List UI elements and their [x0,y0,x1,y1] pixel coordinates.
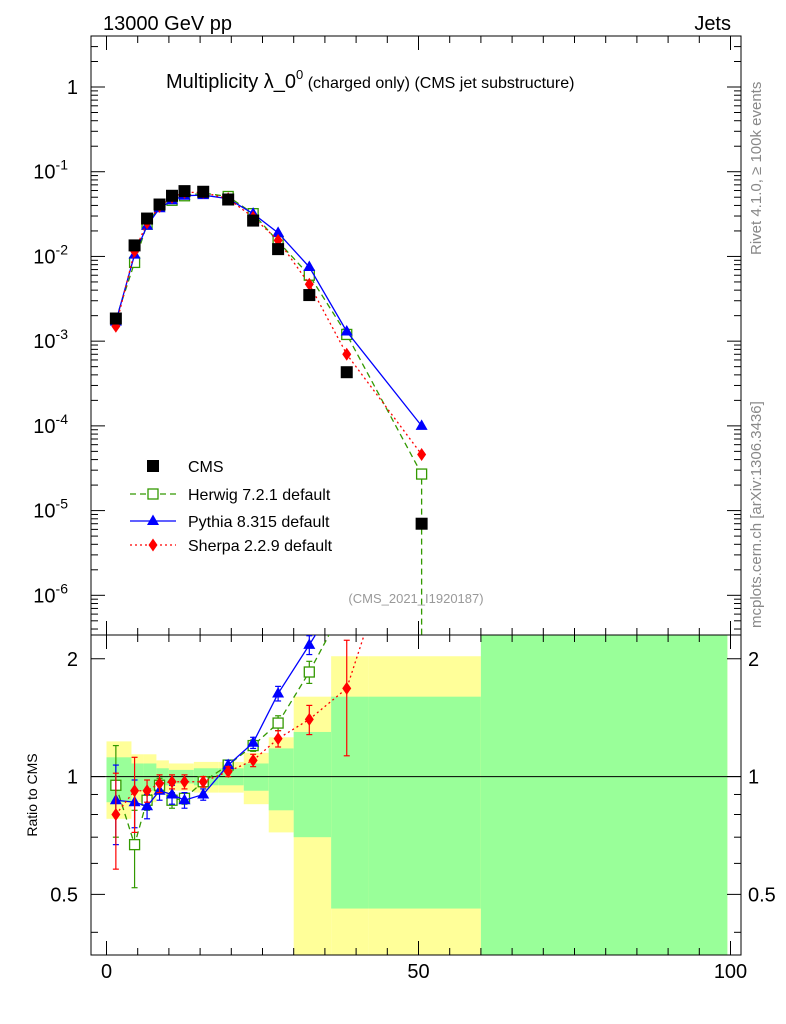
band-1sigma [243,763,269,791]
pythia-main-point [415,419,428,430]
cms-data-point [141,212,154,225]
herwig-ratio-point [272,717,284,729]
legend-sherpa-label: Sherpa 2.2.9 default [188,538,333,555]
sherpa-ratio-point [142,784,152,798]
ratio-tick-label-left: 0.5 [50,884,78,906]
sherpa-main-line [115,191,423,455]
legend: CMS Herwig 7.2.1 default Pythia 8.315 de… [130,459,333,555]
legend-sherpa-marker [148,538,158,552]
legend-pythia-marker [147,514,159,525]
herwig-main-point [415,468,428,480]
sherpa-ratio-point [304,712,314,726]
legend-cms-label: CMS [188,459,224,476]
pythia-main-point [272,226,285,237]
y-tick-label: 10-5 [33,496,68,523]
pythia-ratio-point [166,787,179,799]
band-1sigma [331,696,369,909]
sherpa-main-point [417,447,427,461]
ratio-tick-label-right: 0.5 [748,884,776,906]
sherpa-ratio-point [130,784,140,798]
cms-data-point [109,312,122,325]
band-1sigma [368,696,481,909]
y-tick-label: 10-1 [33,157,68,184]
sherpa-ratio-point [155,777,165,791]
axis-ticks: 0 50 100 10-6 10-5 10-4 10-3 10-2 10-1 1 0.5 0.5 1 1 2… [33,35,776,983]
legend-cms-marker [147,460,159,472]
herwig-ratio-point [128,838,141,851]
cms-data-layer [109,185,428,530]
y-tick-label: 10-6 [33,580,68,607]
ratio-tick-label-right: 2 [748,649,759,671]
sherpa-ratio-point [273,732,283,746]
cms-data-point [178,185,191,198]
cms-data-point [415,517,428,530]
cms-data-point [128,239,141,252]
pythia-main-point [340,325,353,336]
header-right: Jets [694,13,731,35]
sherpa-main-point [304,277,314,291]
pythia-ratio-point [197,787,210,799]
ratio-tick-label-left: 2 [67,649,78,671]
ratio-series-layer [109,635,365,889]
legend-herwig-marker [147,488,159,500]
pythia-ratio-point [303,638,316,649]
plot-title: Multiplicity λ_00 (charged only) (CMS je… [166,67,574,93]
cms-data-point [303,289,316,302]
cms-data-point [272,243,285,256]
rivet-version-label: Rivet 4.1.0, ≥ 100k events [748,82,765,255]
cms-data-point [340,366,353,379]
sherpa-ratio-point [248,753,258,767]
header-left: 13000 GeV pp [103,13,232,35]
x-tick-label: 100 [714,961,747,983]
x-tick-label: 50 [407,961,429,983]
sherpa-ratio-point [342,681,352,695]
mcplots-label: mcplots.cern.ch [arXiv:1306.3436] [748,401,765,628]
x-tick-label: 0 [101,961,112,983]
herwig-main-line [115,192,423,635]
analysis-id-label: (CMS_2021_I1920187) [348,591,483,606]
band-1sigma [268,748,294,811]
ratio-plot-frame [90,634,742,956]
cms-data-point [247,214,260,227]
band-1sigma [480,635,728,955]
cms-data-point [222,193,235,206]
sherpa-ratio-point [111,807,121,821]
main-series-layer [109,185,428,635]
sherpa-ratio-point [223,765,233,779]
pythia-ratio-point [247,736,260,747]
sherpa-ratio-point [180,775,189,789]
y-tick-label: 1 [67,77,78,99]
cms-data-point [197,185,210,198]
herwig-ratio-point [303,666,315,678]
legend-herwig-label: Herwig 7.2.1 default [188,487,331,504]
band-1sigma [293,731,332,838]
sherpa-main-point [342,347,352,361]
pythia-ratio-point [178,793,191,805]
legend-pythia-label: Pythia 8.315 default [188,514,330,531]
y-tick-label: 10-2 [33,241,68,268]
pythia-main-line [115,194,423,427]
band-1sigma [118,757,132,803]
pythia-ratio-point [141,799,154,811]
y-tick-label: 10-3 [33,326,68,353]
pythia-main-point [303,260,316,272]
pythia-ratio-point [272,687,285,698]
sherpa-ratio-point [167,775,177,789]
ratio-axis-label: Ratio to CMS [24,753,40,836]
cms-data-point [166,189,179,202]
sherpa-ratio-point [198,775,208,789]
ratio-tick-label-left: 1 [67,767,78,789]
cms-data-point [153,198,166,211]
y-tick-label: 10-4 [33,411,68,438]
ratio-tick-label-right: 1 [748,767,759,789]
